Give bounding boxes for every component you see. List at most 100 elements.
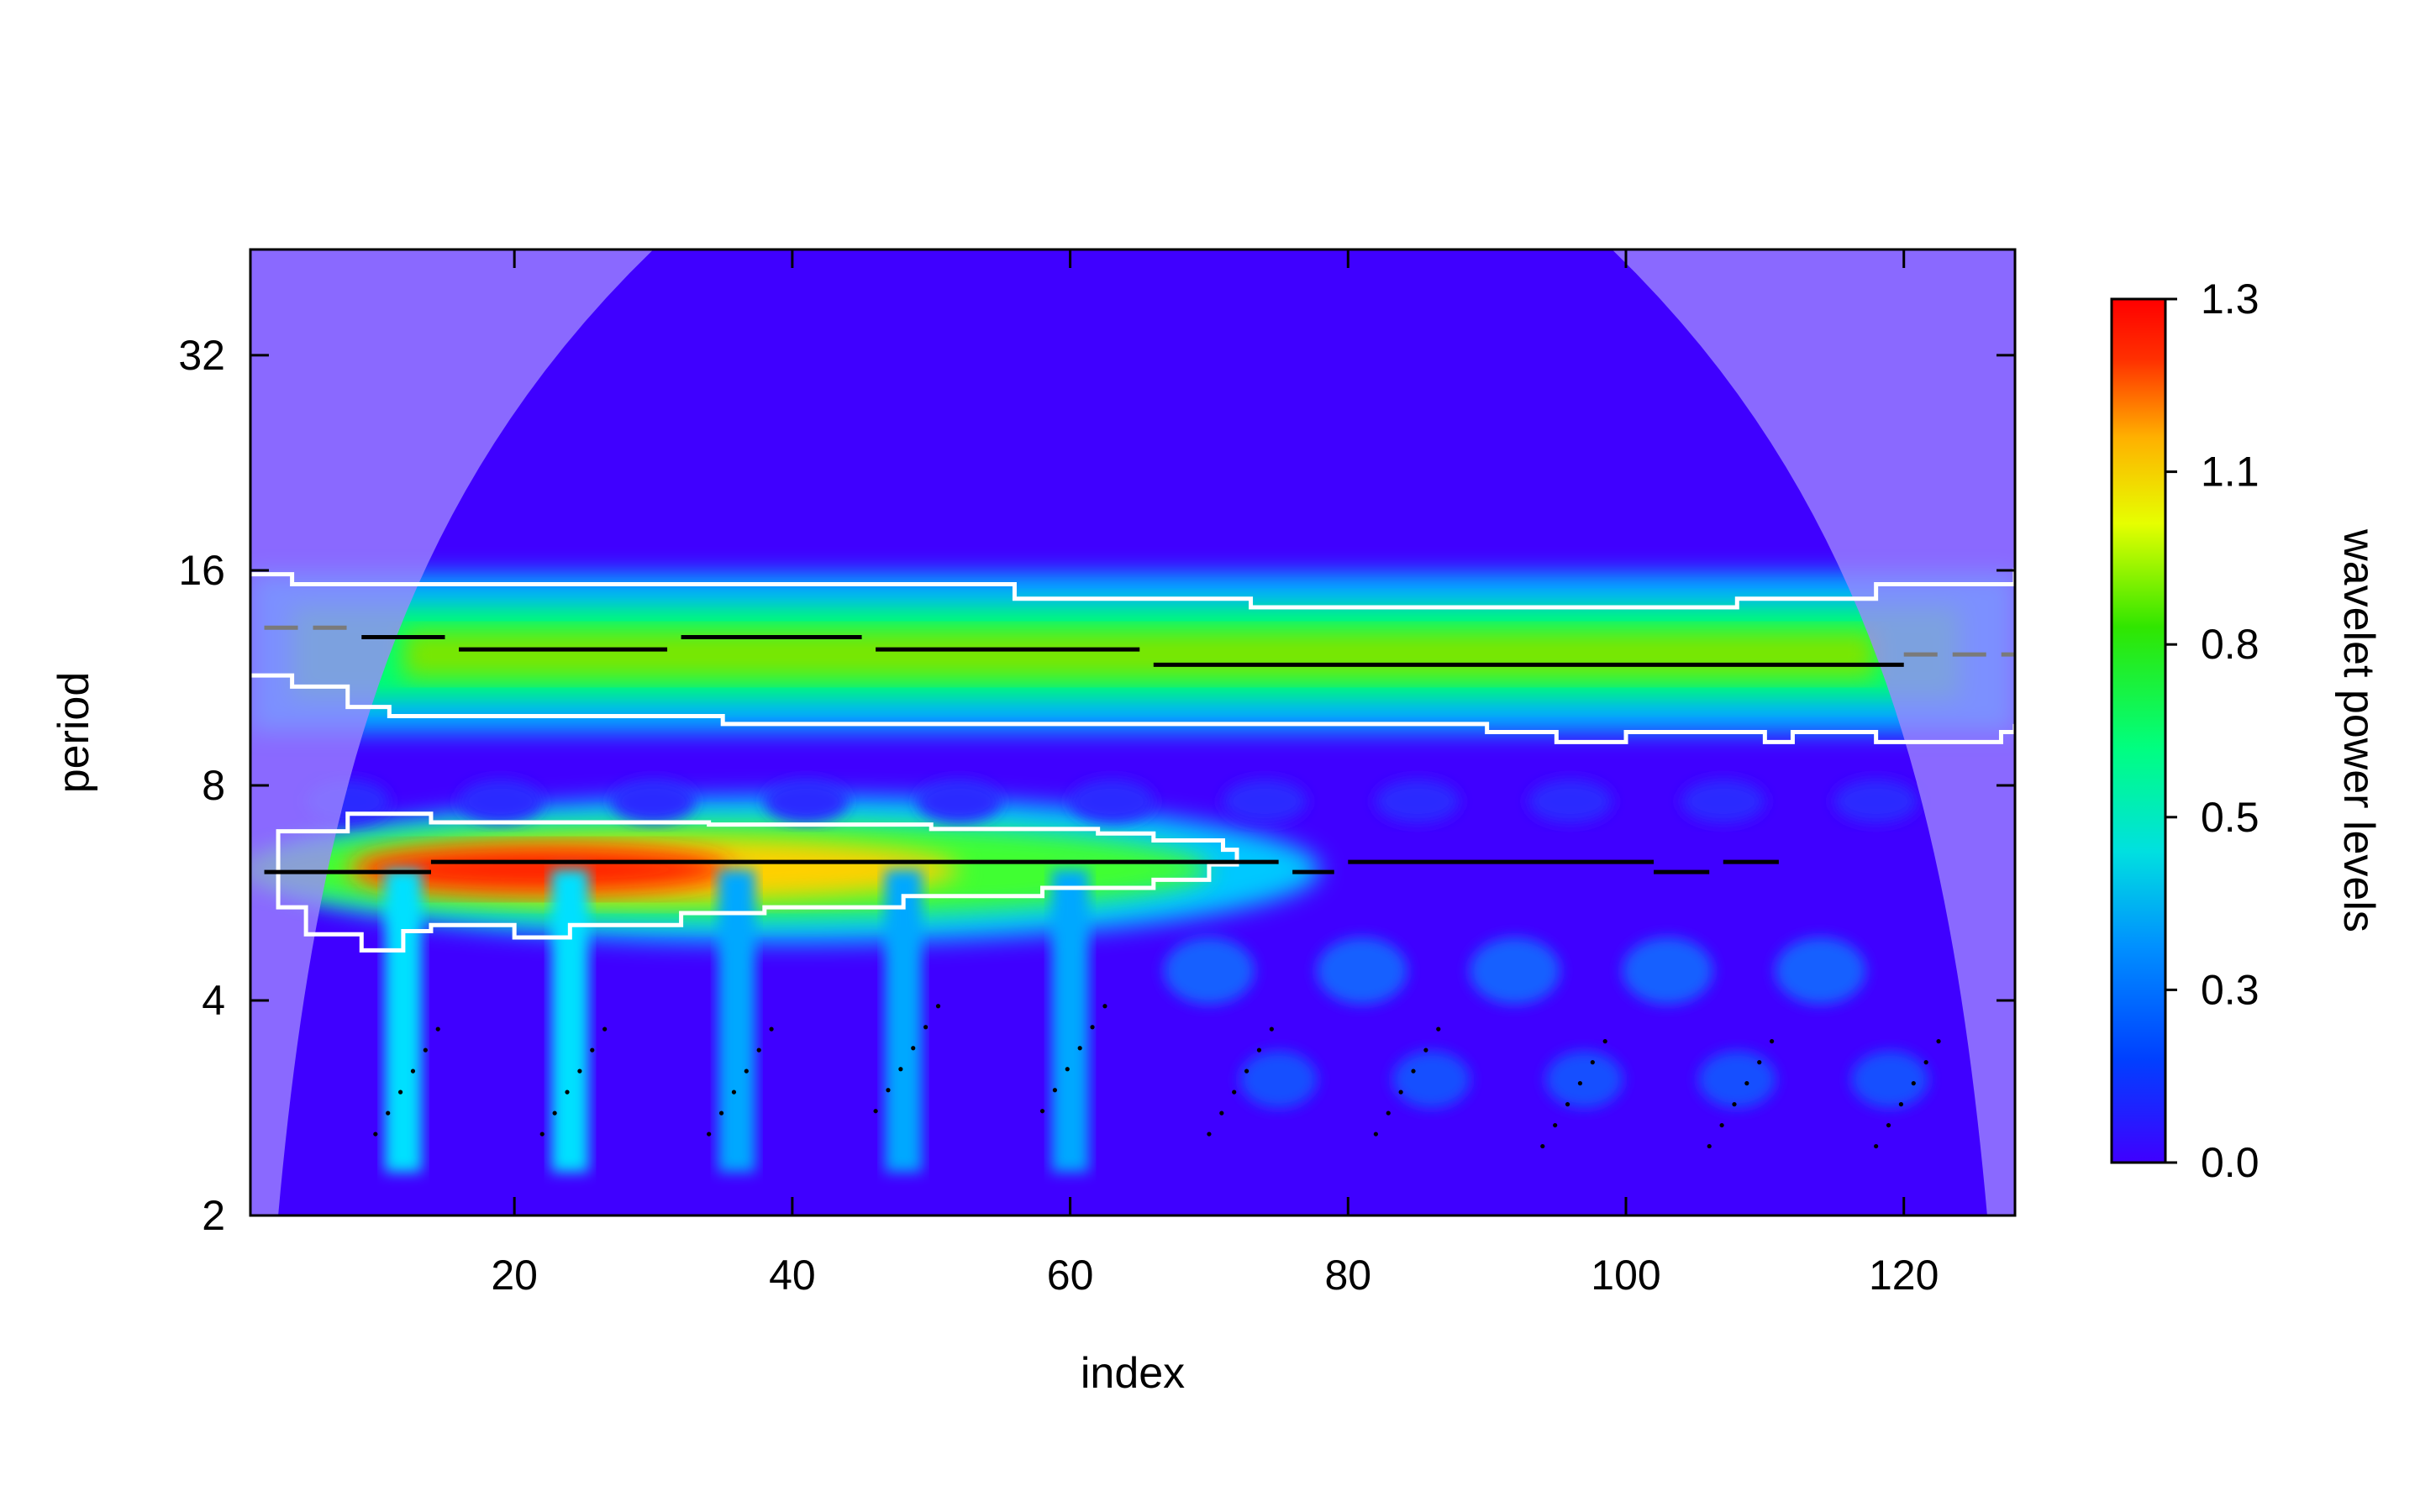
ridge-dot — [1423, 1047, 1428, 1053]
ridge-dot — [1602, 1039, 1607, 1044]
ridge-dot — [1102, 1004, 1107, 1009]
power-leg — [384, 869, 422, 1173]
contour-upper-bottom — [250, 673, 2015, 744]
ridge-dot — [1256, 1047, 1262, 1053]
y-tick-label: 2 — [202, 1192, 225, 1239]
contour-upper-top — [250, 568, 2015, 610]
ridge-dot — [386, 1110, 391, 1116]
power-regions — [250, 573, 2015, 1173]
colorbar: 0.0 0.3 0.5 0.8 1.1 1.3 — [2110, 276, 2260, 1186]
ridge-dot — [1269, 1026, 1274, 1032]
ridge-dot — [1436, 1026, 1441, 1032]
ridge-dot — [1577, 1081, 1583, 1086]
y-tick-label: 4 — [202, 977, 225, 1024]
ridge-dot — [373, 1131, 378, 1137]
faint-blob — [1775, 937, 1866, 1005]
ridge-dot — [1373, 1131, 1378, 1137]
ridge-dot — [1090, 1025, 1095, 1030]
faint-blob — [1469, 937, 1560, 1005]
ridge-dot — [1923, 1060, 1928, 1065]
power-leg — [1051, 869, 1089, 1173]
ridge-dot — [756, 1047, 761, 1053]
faint-blob — [1851, 1051, 1929, 1109]
ridge-dot — [718, 1110, 724, 1116]
ridge-dot — [602, 1026, 608, 1032]
ridge-dot — [1590, 1060, 1595, 1065]
ridge-dot — [769, 1026, 774, 1032]
ridge-dot — [935, 1004, 941, 1009]
ridge-dot — [539, 1131, 544, 1137]
power-leg — [551, 869, 589, 1173]
faint-blob — [611, 779, 696, 823]
x-tick-label: 40 — [769, 1252, 816, 1299]
ridge-dot — [1770, 1039, 1775, 1044]
ridge-dot — [731, 1089, 737, 1095]
power-leg — [885, 869, 923, 1173]
x-axis-label: index — [1081, 1349, 1185, 1398]
band-upper-core — [402, 631, 1876, 679]
faint-blob — [1392, 1051, 1470, 1109]
ridge-dot — [1386, 1110, 1391, 1116]
ridge-dot — [410, 1068, 416, 1074]
cone-of-influence-shading — [250, 249, 2015, 1215]
ridge-dot — [911, 1046, 916, 1051]
x-tick-label: 100 — [1591, 1252, 1660, 1299]
ridge-dot — [1565, 1101, 1570, 1107]
ridge-dot — [1398, 1089, 1403, 1095]
significance-contours — [250, 568, 2015, 953]
ridge-dot — [1219, 1110, 1224, 1116]
ridge-dot — [1207, 1131, 1212, 1137]
faint-blob — [1070, 779, 1155, 823]
power-ridges — [264, 625, 2015, 1149]
y-tick-label: 32 — [178, 332, 225, 379]
ridge-dot — [1553, 1122, 1558, 1128]
wavelet-heatmap — [250, 249, 2015, 1215]
ridge-dot — [423, 1047, 428, 1053]
faint-blob — [1375, 779, 1460, 823]
ridge-dot — [435, 1026, 440, 1032]
y-tick-label: 8 — [202, 762, 225, 809]
y-axis: 2 4 8 16 32 — [178, 332, 2015, 1239]
y-axis-label: period — [50, 672, 98, 794]
colorbar-tick-label: 0.0 — [2201, 1139, 2260, 1186]
colorbar-ticks: 0.0 0.3 0.5 0.8 1.1 1.3 — [2165, 276, 2260, 1186]
faint-blob — [1163, 937, 1255, 1005]
power-leg — [718, 869, 755, 1173]
ridge-dot — [1707, 1143, 1712, 1149]
faint-blob — [1681, 779, 1765, 823]
band-lower-peak — [352, 846, 732, 894]
contour-lower-loop — [276, 811, 1239, 953]
ridge-dot — [1244, 1068, 1249, 1074]
colorbar-tick-label: 0.8 — [2201, 621, 2260, 668]
ridge-dot — [1898, 1101, 1904, 1107]
ridge-dot — [552, 1110, 557, 1116]
ridge-dot — [577, 1068, 582, 1074]
colorbar-label: wavelet power levels — [2334, 528, 2383, 932]
x-axis: 20 40 60 80 100 120 — [491, 249, 1939, 1299]
colorbar-tick-label: 0.5 — [2201, 794, 2260, 841]
ridge-dot — [898, 1067, 903, 1072]
ridge-dot — [1744, 1081, 1749, 1086]
ridge-dot — [1936, 1039, 1941, 1044]
ridge-dot — [1077, 1046, 1082, 1051]
faint-blob — [1316, 937, 1407, 1005]
x-tick-label: 120 — [1869, 1252, 1939, 1299]
faint-blob — [764, 779, 849, 823]
ridge-dot — [1232, 1089, 1237, 1095]
x-tick-label: 20 — [491, 1252, 538, 1299]
colorbar-tick-label: 1.3 — [2201, 276, 2260, 323]
colorbar-tick-label: 0.3 — [2201, 966, 2260, 1013]
ridge-dot — [1886, 1122, 1891, 1128]
faint-blob — [1223, 779, 1307, 823]
ridge-dot — [886, 1088, 891, 1093]
colorbar-tick-label: 1.1 — [2201, 449, 2260, 496]
ridge-dot — [1757, 1060, 1762, 1065]
faint-blob — [1833, 779, 1918, 823]
ridge-dot — [1411, 1068, 1416, 1074]
x-tick-label: 80 — [1324, 1252, 1371, 1299]
ridge-dot — [1540, 1143, 1545, 1149]
faint-blob — [1239, 1051, 1318, 1109]
ridge-dot — [1874, 1143, 1879, 1149]
faint-blob — [1698, 1051, 1776, 1109]
